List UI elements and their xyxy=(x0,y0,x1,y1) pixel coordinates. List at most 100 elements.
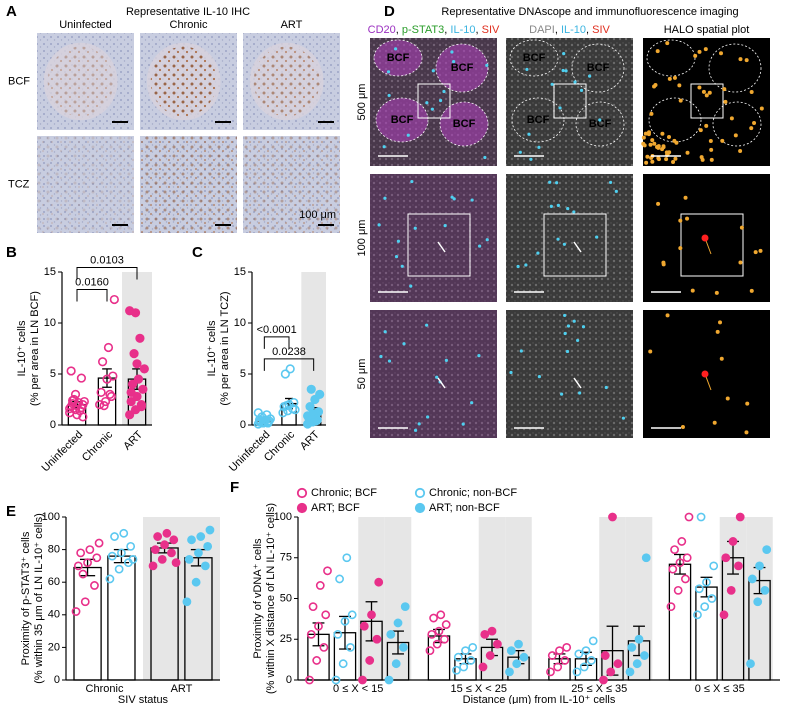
data-point xyxy=(76,548,86,558)
error-bar xyxy=(700,576,713,598)
halo-cell xyxy=(709,157,714,162)
data-point xyxy=(105,389,115,400)
data-point xyxy=(694,584,704,594)
zoom-box xyxy=(417,83,451,119)
cell-signal xyxy=(527,132,531,136)
data-point xyxy=(333,629,343,639)
halo-cell xyxy=(671,160,676,165)
x-tick-label: Chronic xyxy=(80,428,116,464)
halo-cell xyxy=(661,260,666,265)
halo-cell xyxy=(685,216,690,221)
data-point xyxy=(506,646,516,656)
cell-signal xyxy=(516,264,520,269)
panel-letter: C xyxy=(192,244,203,261)
data-point xyxy=(114,564,124,574)
cell-signal xyxy=(413,428,418,432)
halo-cell xyxy=(641,135,646,140)
halo-cell xyxy=(723,99,728,104)
cell-signal xyxy=(450,50,454,54)
data-point xyxy=(374,577,384,587)
data-point xyxy=(342,553,352,563)
halo-cell xyxy=(749,90,754,95)
data-point xyxy=(160,540,169,550)
cell-signal xyxy=(579,88,584,93)
bcf-region xyxy=(440,102,488,146)
halo-cell xyxy=(656,157,661,162)
data-point xyxy=(205,525,215,535)
data-point xyxy=(641,553,651,563)
header-part: HALO spatial plot xyxy=(664,24,750,36)
arrow xyxy=(437,377,446,389)
data-point xyxy=(105,574,115,584)
data-point xyxy=(461,646,470,656)
halo-cell xyxy=(667,76,672,81)
data-point xyxy=(96,387,106,397)
data-point xyxy=(707,594,717,603)
data-point xyxy=(487,626,497,636)
halo-cell xyxy=(677,83,682,88)
y-tick-label: 40 xyxy=(48,609,60,621)
halo-cell xyxy=(672,75,677,80)
data-point xyxy=(587,656,596,665)
data-point xyxy=(90,581,99,590)
image-tile xyxy=(506,310,633,438)
data-point xyxy=(675,558,685,568)
halo-cell xyxy=(655,49,660,54)
cell-signal xyxy=(614,189,618,193)
data-point xyxy=(97,357,108,367)
data-point xyxy=(321,610,331,620)
row-label: 100 μm xyxy=(356,220,368,257)
halo-cell xyxy=(704,123,709,128)
x-axis-label: SIV status xyxy=(118,694,169,704)
halo-cell xyxy=(704,93,709,98)
cell-signal xyxy=(572,210,576,214)
data-point xyxy=(306,384,316,394)
halo-cell xyxy=(644,160,649,165)
bcf-outline xyxy=(509,39,559,77)
data-point xyxy=(393,618,403,628)
halo-cell xyxy=(719,51,724,56)
y-axis-label: IL-10⁺ cells xyxy=(206,320,218,376)
row-label: TCZ xyxy=(8,178,30,190)
halo-cell xyxy=(685,150,690,155)
halo-cell xyxy=(650,138,655,143)
y-axis-label: (% per area in LN TCZ) xyxy=(219,291,231,405)
header-part: , xyxy=(396,24,402,36)
cell-signal xyxy=(394,254,399,259)
halo-cell xyxy=(697,49,702,54)
data-point xyxy=(314,621,323,631)
cell-signal xyxy=(394,47,398,51)
cell-signal xyxy=(537,145,541,149)
halo-cell xyxy=(744,430,749,435)
zoom-box xyxy=(690,83,724,119)
data-point xyxy=(92,553,102,563)
data-point xyxy=(109,294,119,305)
y-tick-label: 0 xyxy=(286,674,292,686)
data-point xyxy=(386,629,396,639)
row-label: 500 μm xyxy=(356,84,368,121)
data-point xyxy=(76,373,87,383)
halo-cell xyxy=(652,141,657,146)
halo-cell xyxy=(709,147,714,152)
data-point xyxy=(755,561,764,571)
legend-marker xyxy=(414,487,426,499)
legend-label: ART; non-BCF xyxy=(429,502,500,514)
cd20-signal xyxy=(370,174,497,302)
x-tick-label: ART xyxy=(171,683,193,695)
data-point xyxy=(305,675,314,685)
cell-signal xyxy=(555,181,559,185)
region-label: BCF xyxy=(726,118,749,130)
data-point xyxy=(79,396,89,407)
data-point xyxy=(191,577,201,587)
data-point xyxy=(323,566,332,576)
halo-cell xyxy=(665,313,670,318)
halo-cell xyxy=(725,396,730,401)
region-label: BCF xyxy=(587,62,610,74)
data-point xyxy=(439,634,449,644)
data-point xyxy=(608,512,617,522)
data-point xyxy=(693,610,702,620)
panel-letter: B xyxy=(6,244,17,261)
cell-signal xyxy=(417,422,421,426)
y-axis-label: (% within X distance of LN IL-10⁺ cells) xyxy=(265,503,277,694)
